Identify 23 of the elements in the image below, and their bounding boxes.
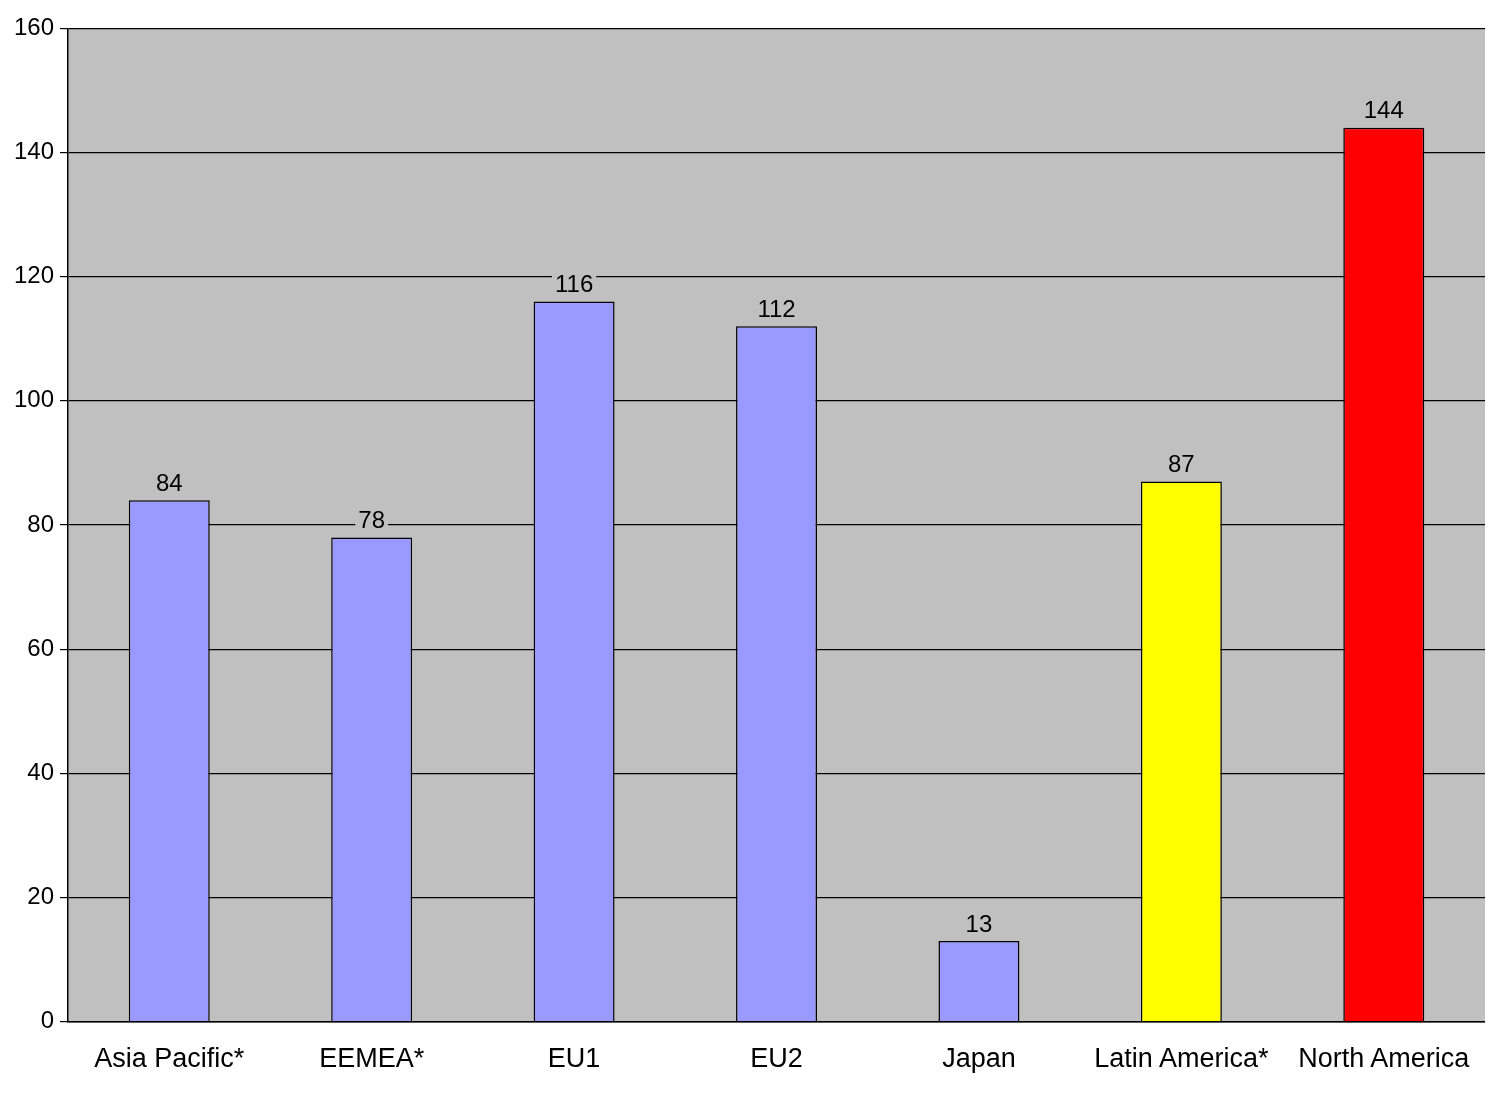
y-tick-label: 0 <box>40 1006 55 1034</box>
x-tick-label: EU2 <box>750 1043 803 1074</box>
y-tick-label: 20 <box>27 882 55 910</box>
data-label: 84 <box>155 468 183 496</box>
y-tick-label: 80 <box>27 509 55 537</box>
y-tick-label: 60 <box>27 633 55 661</box>
x-tick-label: Latin America* <box>1094 1043 1269 1074</box>
x-tick-label: EEMEA* <box>319 1043 425 1074</box>
x-tick-label: North America <box>1298 1043 1471 1074</box>
data-label: 116 <box>554 270 594 298</box>
y-tick-label: 100 <box>14 385 55 413</box>
data-label: 87 <box>1168 450 1195 478</box>
data-label: 78 <box>358 506 386 534</box>
y-tick-label: 160 <box>14 13 55 41</box>
data-label: 13 <box>965 909 993 937</box>
x-tick-label: Asia Pacific* <box>94 1043 245 1074</box>
y-tick-label: 40 <box>27 757 55 785</box>
data-label: 112 <box>757 294 796 322</box>
y-tick-label: 140 <box>14 137 55 165</box>
x-tick-label: Japan <box>942 1043 1016 1074</box>
data-label: 144 <box>1363 96 1404 124</box>
y-tick-label: 120 <box>14 261 55 289</box>
x-tick-label: EU1 <box>547 1043 601 1074</box>
